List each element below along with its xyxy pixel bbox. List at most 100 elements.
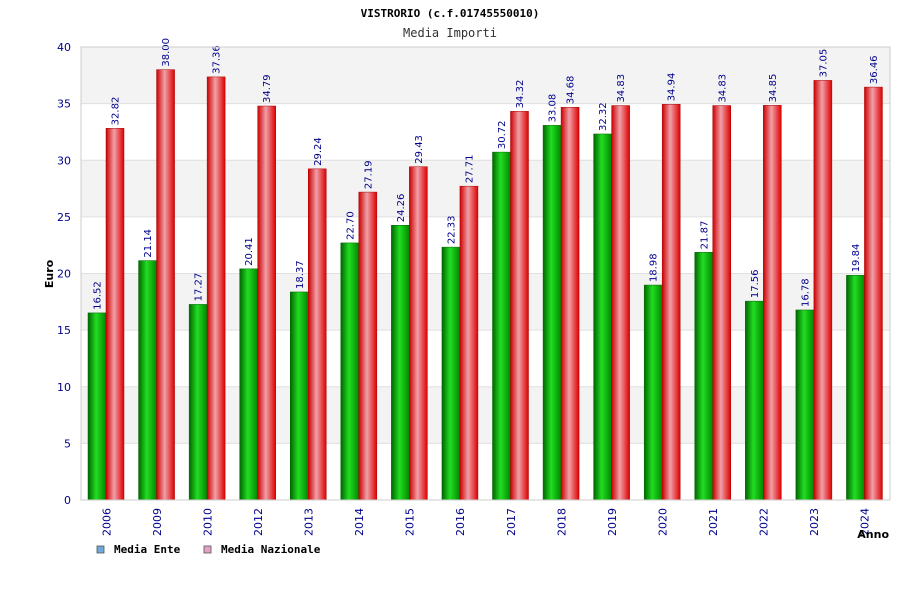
data-label-media-nazionale-2016: 27.71 — [464, 155, 475, 184]
x-tick-label-2019: 2019 — [606, 508, 619, 536]
x-tick-label-2018: 2018 — [555, 508, 568, 536]
x-tick-label-2024: 2024 — [859, 508, 872, 536]
y-tick-label: 25 — [57, 211, 71, 224]
data-label-media-nazionale-2022: 34.85 — [768, 74, 779, 103]
x-tick-label-2020: 2020 — [656, 508, 669, 536]
data-label-media-ente-2024: 19.84 — [851, 244, 862, 273]
bar-media-nazionale-2006 — [105, 128, 125, 501]
data-label-media-nazionale-2019: 34.83 — [616, 74, 627, 103]
data-label-media-ente-2018: 33.08 — [548, 94, 559, 123]
data-label-media-ente-2014: 22.70 — [345, 211, 356, 240]
data-label-media-ente-2021: 21.87 — [699, 221, 710, 250]
legend-label-media-nazionale: Media Nazionale — [221, 543, 321, 556]
bar-media-nazionale-2021 — [712, 105, 731, 501]
x-tick-label-2006: 2006 — [100, 508, 113, 536]
y-tick-label: 30 — [57, 154, 71, 167]
data-label-media-nazionale-2024: 36.46 — [869, 55, 880, 84]
bar-media-nazionale-2022 — [763, 105, 782, 501]
bar-media-nazionale-2017 — [510, 111, 529, 501]
plot-border — [80, 46, 891, 501]
y-tick-label: 35 — [57, 98, 71, 111]
bar-media-nazionale-2023 — [813, 80, 833, 501]
legend-item-media-ente: Media Ente — [96, 543, 181, 556]
x-tick-label-2022: 2022 — [758, 508, 771, 536]
data-label-media-ente-2015: 24.26 — [396, 194, 407, 223]
legend-swatch-media-ente — [96, 545, 105, 554]
legend-label-media-ente: Media Ente — [114, 543, 181, 556]
x-tick-label-2014: 2014 — [353, 508, 366, 536]
bar-media-nazionale-2015 — [409, 166, 428, 501]
x-tick-label-2016: 2016 — [454, 508, 467, 536]
bar-media-nazionale-2016 — [459, 185, 479, 501]
data-label-media-nazionale-2018: 34.68 — [566, 76, 577, 105]
bar-media-nazionale-2018 — [560, 106, 580, 501]
y-tick-label: 40 — [57, 41, 71, 54]
x-tick-label-2023: 2023 — [808, 508, 821, 536]
legend-item-media-nazionale: Media Nazionale — [203, 543, 321, 556]
data-label-media-ente-2013: 18.37 — [295, 260, 306, 289]
data-label-media-nazionale-2017: 34.32 — [515, 80, 526, 109]
bar-media-ente-2023 — [795, 309, 815, 501]
plot-area: 16.52 32.82 21.14 38.00 17.27 37.36 20.41 34.79… — [80, 38, 891, 501]
y-tick-label: 0 — [64, 494, 71, 507]
bar-media-ente-2006 — [87, 312, 107, 501]
y-tick-label: 20 — [57, 268, 71, 281]
data-label-media-nazionale-2021: 34.83 — [717, 74, 728, 103]
y-tick-label: 15 — [57, 324, 71, 337]
bar-media-ente-2017 — [492, 151, 511, 501]
bar-media-ente-2013 — [290, 291, 309, 501]
data-label-media-ente-2023: 16.78 — [800, 278, 811, 307]
bar-media-ente-2014 — [340, 242, 360, 501]
legend: Media Ente Media Nazionale — [96, 543, 321, 556]
x-tick-label-2010: 2010 — [201, 508, 214, 536]
y-tick-label: 10 — [57, 381, 71, 394]
y-axis-label: Euro — [43, 259, 56, 288]
data-label-media-nazionale-2014: 27.19 — [363, 160, 374, 189]
x-tick-label-2009: 2009 — [151, 508, 164, 536]
bar-media-nazionale-2009 — [156, 69, 175, 501]
bar-media-ente-2020 — [643, 284, 663, 501]
data-label-media-ente-2019: 32.32 — [598, 102, 609, 131]
x-tick-label-2021: 2021 — [707, 508, 720, 536]
bar-media-ente-2016 — [441, 246, 461, 501]
x-axis-label: Anno — [857, 528, 889, 541]
data-label-media-nazionale-2006: 32.82 — [111, 97, 122, 126]
data-label-media-nazionale-2015: 29.43 — [414, 135, 425, 164]
bar-media-nazionale-2014 — [358, 191, 378, 501]
x-tick-label-2015: 2015 — [404, 508, 417, 536]
data-label-media-ente-2020: 18.98 — [649, 253, 660, 282]
bar-media-ente-2024 — [846, 275, 865, 501]
bar-media-ente-2021 — [694, 252, 713, 501]
bar-media-nazionale-2010 — [206, 76, 226, 501]
bar-media-nazionale-2013 — [308, 168, 327, 501]
bar-media-ente-2010 — [188, 304, 208, 501]
data-label-media-nazionale-2013: 29.24 — [313, 137, 324, 166]
data-label-media-nazionale-2023: 37.05 — [818, 49, 829, 78]
bar-media-ente-2022 — [745, 300, 764, 501]
data-label-media-ente-2009: 21.14 — [143, 229, 154, 258]
bar-media-nazionale-2020 — [661, 104, 681, 501]
bar-media-ente-2009 — [138, 260, 157, 501]
data-label-media-ente-2022: 17.56 — [750, 269, 761, 298]
bar-media-nazionale-2019 — [611, 105, 630, 501]
chart-title: VISTRORIO (c.f.01745550010) — [361, 7, 540, 20]
data-label-media-nazionale-2012: 34.79 — [262, 74, 273, 103]
bar-media-ente-2012 — [239, 268, 258, 501]
data-label-media-ente-2006: 16.52 — [93, 281, 104, 310]
x-tick-label-2017: 2017 — [505, 508, 518, 536]
bar-media-ente-2015 — [391, 225, 410, 501]
bar-media-nazionale-2012 — [257, 105, 276, 501]
bar-media-nazionale-2024 — [864, 86, 883, 501]
data-label-media-ente-2017: 30.72 — [497, 120, 508, 149]
data-label-media-ente-2010: 17.27 — [194, 273, 205, 302]
x-tick-label-2013: 2013 — [303, 508, 316, 536]
y-tick-label: 5 — [64, 437, 71, 450]
data-label-media-nazionale-2010: 37.36 — [212, 45, 223, 74]
chart-subtitle: Media Importi — [403, 26, 497, 40]
x-tick-label-2012: 2012 — [252, 508, 265, 536]
bar-media-ente-2018 — [542, 125, 562, 501]
bar-media-ente-2019 — [593, 133, 612, 501]
data-label-media-ente-2012: 20.41 — [244, 237, 255, 266]
legend-swatch-media-nazionale — [203, 545, 212, 554]
